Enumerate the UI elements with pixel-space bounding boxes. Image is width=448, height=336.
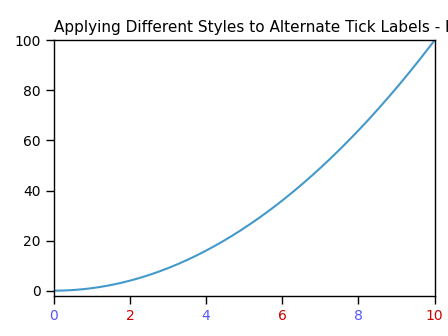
Text: Applying Different Styles to Alternate Tick Labels - how2matplotlib.com: Applying Different Styles to Alternate T… bbox=[54, 20, 448, 35]
